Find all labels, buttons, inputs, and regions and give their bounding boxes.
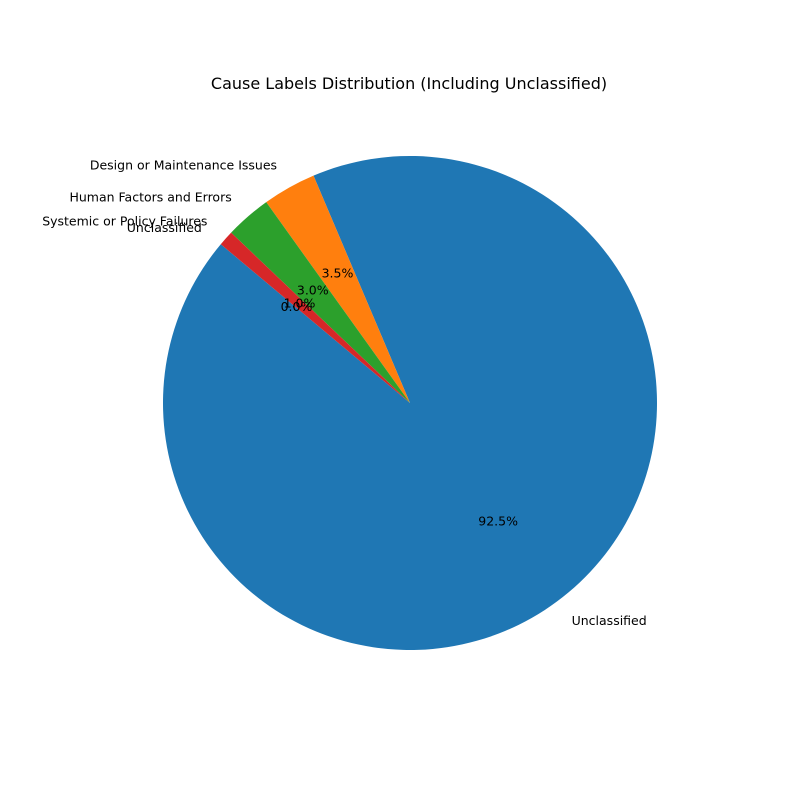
slice-percent-label: 92.5% — [478, 514, 518, 529]
slice-label: Systemic or Policy Failures — [42, 213, 207, 228]
pie-labels: Unclassified 92.5% Design or Maintenance I… — [42, 158, 647, 628]
pie-slice — [220, 232, 410, 403]
slice-percent-label: 1.0% — [284, 296, 316, 311]
slice-label: Unclassified — [127, 220, 202, 235]
slice-label: Design or Maintenance Issues — [90, 158, 277, 173]
slice-label: Unclassified — [572, 613, 647, 628]
slice-percent-label: 0.0% — [281, 299, 313, 314]
pie-slice — [231, 202, 410, 403]
pie-slices — [163, 156, 657, 650]
slice-label: Human Factors and Errors — [69, 189, 231, 204]
slice-percent-label: 3.5% — [322, 265, 354, 280]
pie-slice — [266, 175, 410, 403]
slice-percent-label: 3.0% — [297, 283, 329, 298]
chart-title: Cause Labels Distribution (Including Unc… — [211, 74, 607, 93]
